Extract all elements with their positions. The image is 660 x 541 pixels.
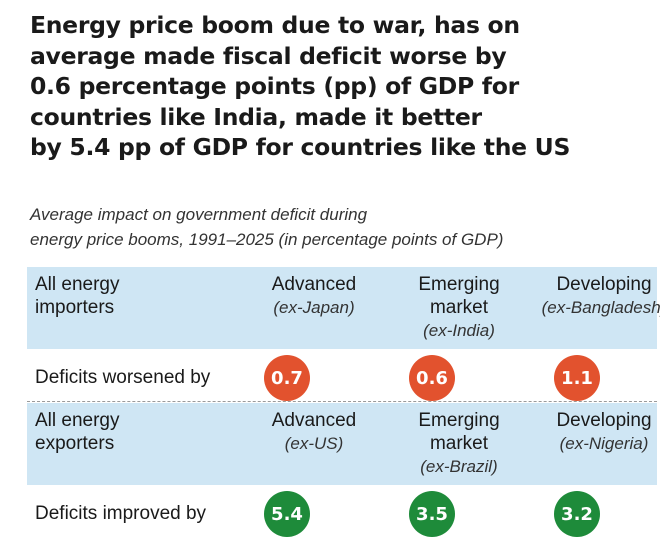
col-example: (ex-Nigeria): [559, 434, 649, 453]
bubble-value: 0.6: [409, 355, 455, 401]
col-advanced-exporters: Advanced (ex-US): [239, 409, 389, 455]
improved-label: Deficits improved by: [35, 503, 207, 524]
improved-row: Deficits improved by 5.4 3.5 3.2: [27, 487, 657, 541]
worsened-row: Deficits worsened by 0.7 0.6 1.1: [27, 351, 657, 405]
worsened-label: Deficits worsened by: [35, 367, 211, 388]
col-label: Advanced: [271, 410, 357, 431]
title-line: average made fiscal deficit worse by: [30, 41, 507, 70]
subtitle-line: Average impact on government deficit dur…: [30, 205, 368, 224]
title-line: 0.6 percentage points (pp) of GDP for: [30, 72, 519, 100]
col-label: Developing: [556, 274, 652, 295]
header-label-line: All energy: [35, 410, 120, 431]
importers-header: All energy importers Advanced (ex-Japan)…: [27, 267, 660, 349]
col-label: Emerging: [418, 410, 500, 431]
subtitle-line: energy price booms, 1991–2025 (in percen…: [30, 230, 504, 249]
col-emerging-exporters: Emerging market (ex-Brazil): [384, 409, 534, 478]
col-label: market: [429, 297, 489, 318]
header-label-line: exporters: [35, 433, 115, 454]
col-developing-exporters: Developing (ex-Nigeria): [529, 409, 660, 455]
col-label: Emerging: [418, 274, 500, 295]
bubble-value: 5.4: [264, 491, 310, 537]
bubble-value: 3.5: [409, 491, 455, 537]
chart-subtitle: Average impact on government deficit dur…: [30, 202, 650, 252]
bubble-value: 3.2: [554, 491, 600, 537]
bubble-value: 1.1: [554, 355, 600, 401]
importers-label: All energy importers: [35, 273, 120, 319]
title-line: by 5.4 pp of GDP for countries like the …: [30, 133, 571, 161]
col-developing-importers: Developing (ex-Bangladesh): [529, 273, 660, 319]
col-label: Advanced: [271, 274, 357, 295]
col-example: (ex-Japan): [273, 298, 355, 317]
col-advanced-importers: Advanced (ex-Japan): [239, 273, 389, 319]
col-emerging-importers: Emerging market (ex-India): [384, 273, 534, 342]
header-label-line: All energy: [35, 274, 120, 295]
col-example: (ex-US): [284, 434, 344, 453]
row-divider: [27, 401, 657, 402]
col-example: (ex-Bangladesh): [541, 298, 660, 317]
col-label: market: [429, 433, 489, 454]
title-line: countries like India, made it better: [30, 102, 482, 131]
exporters-header: All energy exporters Advanced (ex-US) Em…: [27, 403, 657, 485]
bubble-value: 0.7: [264, 355, 310, 401]
title-line: Energy price boom due to war, has on: [30, 11, 520, 39]
chart-title: Energy price boom due to war, has on ave…: [30, 10, 650, 163]
col-example: (ex-Brazil): [420, 457, 498, 476]
col-example: (ex-India): [423, 321, 495, 340]
col-label: Developing: [556, 410, 652, 431]
exporters-label: All energy exporters: [35, 409, 120, 455]
header-label-line: importers: [35, 297, 115, 318]
